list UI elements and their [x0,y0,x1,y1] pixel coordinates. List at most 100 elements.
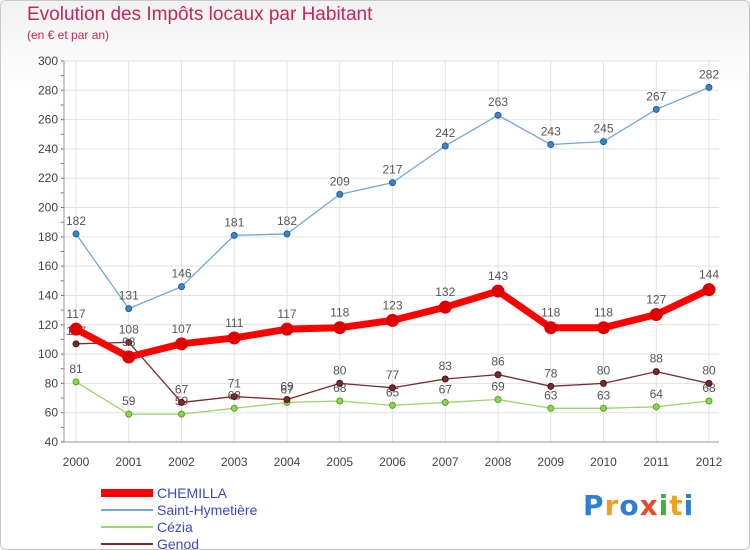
data-point-c-zia [705,397,713,405]
chart-subtitle: (en € et par an) [27,28,110,42]
x-tick-label: 2002 [168,455,195,469]
y-tick-label: 240 [38,142,58,156]
data-point-chemilla [597,321,610,335]
data-point-c-zia [125,410,133,418]
x-tick-label: 2010 [590,455,617,469]
data-point-genod [283,396,291,404]
data-point-chemilla [544,321,558,335]
y-tick-label: 60 [45,406,59,420]
data-label-saint-hymeti-re: 182 [277,214,297,228]
data-label-saint-hymeti-re: 217 [382,163,402,177]
data-point-genod [705,379,713,387]
data-point-c-zia [547,404,555,412]
y-tick-label: 100 [38,347,58,361]
data-label-genod: 108 [119,322,139,336]
data-point-genod [336,379,344,387]
proxiti-logo: Proxiti [583,489,694,522]
data-label-genod: 80 [333,363,347,377]
data-point-chemilla [122,350,136,364]
data-label-saint-hymeti-re: 209 [330,174,350,188]
x-tick-label: 2003 [221,455,248,469]
data-label-genod: 88 [650,352,664,366]
data-label-chemilla: 107 [171,322,191,336]
data-point-genod [72,340,80,348]
plot-area [64,61,719,442]
data-label-chemilla: 118 [541,306,560,320]
data-point-chemilla [386,313,399,327]
data-label-c-zia: 69 [491,380,505,394]
data-label-saint-hymeti-re: 282 [699,67,719,81]
data-point-c-zia [336,397,344,405]
x-tick-label: 2004 [274,455,301,469]
logo-letter: x [639,489,659,522]
data-point-genod [441,375,449,383]
legend-swatch [101,543,153,545]
data-point-chemilla [333,321,347,335]
data-point-chemilla [69,322,83,336]
data-label-chemilla: 144 [699,268,719,282]
data-label-chemilla: 123 [382,298,402,312]
data-label-saint-hymeti-re: 182 [66,214,86,228]
data-label-genod: 77 [386,368,400,382]
data-point-saint-hymeti-re [494,111,502,119]
data-point-c-zia [600,404,607,412]
data-label-genod: 69 [280,380,294,394]
data-label-chemilla: 127 [646,293,666,307]
data-label-genod: 80 [702,363,716,377]
y-tick-label: 140 [38,288,58,302]
x-tick-label: 2006 [379,455,406,469]
data-point-saint-hymeti-re [389,179,396,187]
data-point-saint-hymeti-re [178,283,185,291]
y-tick-label: 120 [38,318,58,332]
data-point-c-zia [178,410,185,418]
data-label-chemilla: 117 [277,307,296,321]
legend-label: CHEMILLA [157,485,228,501]
legend-label: Cézia [157,519,193,535]
data-point-chemilla [227,331,241,345]
logo-letter: P [583,489,605,522]
x-tick-label: 2009 [537,455,564,469]
logo-letter: i [683,489,695,522]
x-tick-label: 2011 [643,455,669,469]
data-point-saint-hymeti-re [125,305,133,313]
data-label-genod: 86 [491,355,505,369]
y-tick-label: 300 [38,54,58,68]
y-tick-label: 200 [38,201,58,215]
data-label-c-zia: 81 [69,362,83,376]
data-point-chemilla [280,322,294,336]
data-label-saint-hymeti-re: 146 [171,267,191,281]
data-label-genod: 67 [175,382,189,396]
logo-letter: t [669,489,684,522]
logo-letter: o [619,489,640,522]
y-tick-label: 220 [38,171,58,185]
data-point-genod [389,384,396,392]
data-point-saint-hymeti-re [441,142,449,150]
data-point-c-zia [652,403,660,411]
data-point-c-zia [494,396,502,404]
x-tick-label: 2005 [326,455,353,469]
data-label-chemilla: 117 [66,307,85,321]
data-point-chemilla [702,283,716,297]
line-chart: 40 60 80 100 120 140 160 180 200 220 240 260 280 300 2… [38,54,723,469]
data-point-saint-hymeti-re [652,105,660,113]
data-point-saint-hymeti-re [336,190,344,198]
data-label-saint-hymeti-re: 243 [541,125,561,139]
data-label-chemilla: 118 [594,306,613,320]
x-tick-label: 2000 [63,455,90,469]
data-point-c-zia [72,378,80,386]
legend-swatch [101,526,153,528]
data-label-c-zia: 67 [439,382,453,396]
data-label-chemilla: 118 [330,306,349,320]
data-label-saint-hymeti-re: 131 [119,289,139,303]
data-label-chemilla: 111 [225,316,244,330]
data-point-saint-hymeti-re [283,230,291,238]
data-point-saint-hymeti-re [230,231,238,239]
data-label-genod: 83 [439,359,453,373]
data-label-c-zia: 59 [122,394,136,408]
legend-label: Genod [157,536,200,550]
data-point-saint-hymeti-re [705,83,713,91]
x-tick-label: 2007 [432,455,459,469]
legend-swatch [101,509,153,511]
data-label-chemilla: 132 [435,285,455,299]
data-label-chemilla: 143 [488,269,508,283]
